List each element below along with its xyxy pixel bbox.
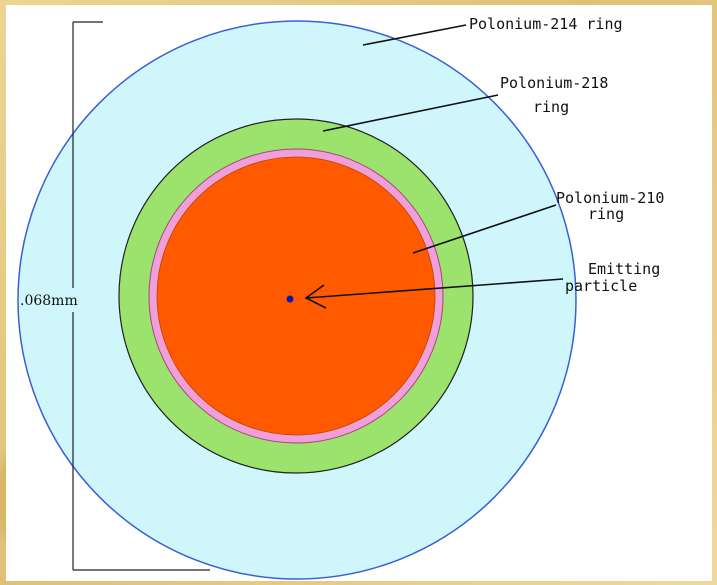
emitting-particle (286, 295, 294, 303)
dimension-label: .068mm (20, 293, 78, 309)
po218-leader (322, 94, 499, 132)
po218-label-line1: Polonium-218 (500, 74, 608, 92)
po214-label: Polonium-214 ring (469, 15, 623, 33)
emit-arrowhead (304, 284, 327, 309)
po214-leader (362, 24, 467, 46)
po218-label-line2: ring (533, 98, 569, 116)
core-region (156, 156, 436, 436)
po210-label-line1: Polonium-210 (556, 189, 664, 207)
po210-label-line2: ring (588, 205, 624, 223)
emit-label-line2: particle (565, 277, 637, 295)
po210-leader (412, 204, 557, 254)
emit-leader (305, 278, 564, 299)
dimension-bracket (72, 21, 210, 571)
emit-label-line1: Emitting (588, 260, 660, 278)
